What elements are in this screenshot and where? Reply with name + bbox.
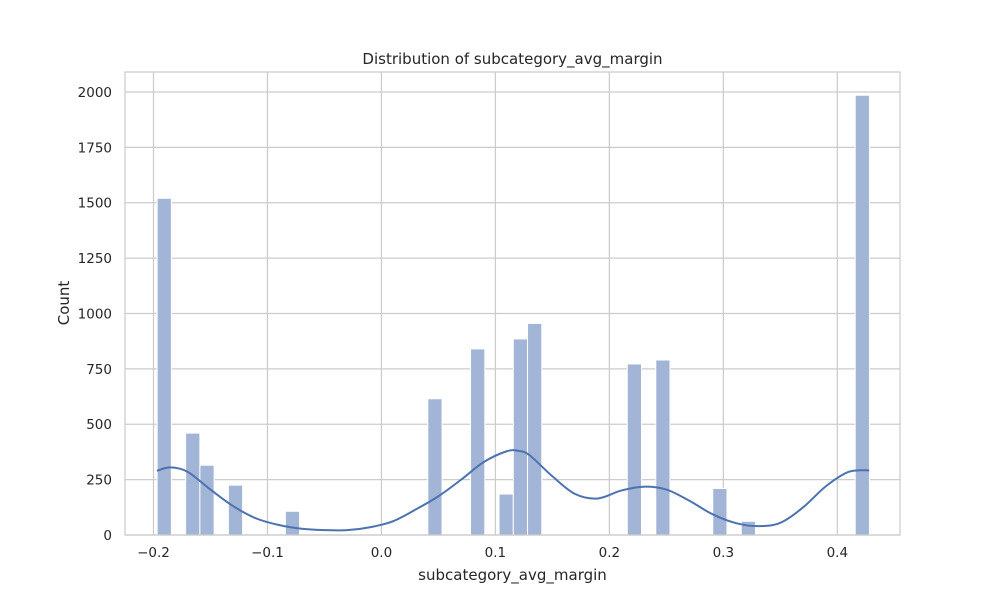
histogram-bar — [284, 510, 301, 536]
y-tick-label: 0 — [103, 528, 112, 544]
histogram-bar — [527, 322, 543, 536]
x-tick-label: 0.3 — [713, 545, 734, 561]
y-tick-label: 1250 — [78, 251, 112, 267]
x-tick-label: 0.2 — [599, 545, 620, 561]
y-tick-label: 1000 — [78, 306, 112, 322]
x-axis-title: subcategory_avg_margin — [418, 566, 607, 585]
x-tick-label: 0.1 — [485, 545, 506, 561]
y-tick-label: 750 — [86, 362, 112, 378]
histogram-bar — [512, 338, 529, 536]
histogram-bar — [199, 464, 215, 536]
histogram-bar — [470, 348, 486, 536]
histogram-bar — [185, 432, 201, 536]
y-tick-label: 250 — [86, 473, 112, 489]
histogram-bar — [712, 487, 728, 536]
histogram-bar — [854, 94, 870, 536]
histogram-bar — [655, 359, 671, 536]
x-tick-label: −0.2 — [137, 545, 170, 561]
y-tick-label: 2000 — [78, 85, 112, 101]
y-tick-labels: 0 250 500 750 1000 1250 1500 1750 2000 — [78, 85, 112, 544]
histogram-bar — [740, 520, 756, 536]
y-tick-label: 1750 — [78, 140, 112, 156]
y-tick-label: 500 — [86, 417, 112, 433]
x-tick-labels: −0.2 −0.1 0.0 0.1 0.2 0.3 0.4 — [137, 545, 848, 561]
x-tick-label: 0.0 — [371, 545, 392, 561]
chart-title: Distribution of subcategory_avg_margin — [362, 50, 662, 69]
histogram-bar — [156, 197, 172, 536]
histogram-bars — [156, 94, 870, 536]
x-tick-label: −0.1 — [251, 545, 284, 561]
y-tick-label: 1500 — [78, 196, 112, 212]
histogram-bar — [626, 363, 643, 536]
x-tick-label: 0.4 — [827, 545, 848, 561]
histogram-bar — [427, 398, 443, 536]
kde-curve — [156, 449, 870, 532]
plot-frame — [124, 71, 901, 536]
histogram-bar — [498, 493, 514, 536]
y-axis-title: Count — [55, 281, 73, 326]
